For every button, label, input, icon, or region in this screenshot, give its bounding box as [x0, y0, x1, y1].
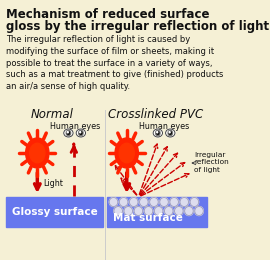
Ellipse shape — [140, 198, 148, 206]
Text: gloss by the irregular reflection of light: gloss by the irregular reflection of lig… — [6, 20, 269, 33]
Ellipse shape — [129, 198, 138, 206]
Ellipse shape — [134, 206, 143, 216]
Text: Human eyes: Human eyes — [139, 122, 189, 131]
Ellipse shape — [190, 198, 199, 206]
Circle shape — [115, 138, 139, 168]
Ellipse shape — [164, 206, 173, 216]
Circle shape — [67, 132, 68, 133]
Text: Mechanism of reduced surface: Mechanism of reduced surface — [6, 8, 210, 21]
Text: Glossy surface: Glossy surface — [12, 207, 97, 217]
Ellipse shape — [124, 206, 133, 216]
Circle shape — [79, 130, 83, 136]
Text: Mat surface: Mat surface — [113, 213, 183, 223]
Circle shape — [168, 130, 173, 136]
Ellipse shape — [109, 198, 118, 206]
Ellipse shape — [76, 129, 86, 137]
Ellipse shape — [160, 198, 168, 206]
Ellipse shape — [64, 129, 73, 137]
Bar — [107, 197, 207, 227]
Ellipse shape — [185, 206, 193, 216]
Circle shape — [26, 138, 49, 168]
Ellipse shape — [154, 206, 163, 216]
Ellipse shape — [114, 206, 123, 216]
Circle shape — [169, 132, 170, 133]
Circle shape — [157, 132, 159, 134]
Text: Irregular
reflection
of light: Irregular reflection of light — [194, 152, 229, 172]
Circle shape — [169, 132, 171, 134]
Ellipse shape — [174, 206, 183, 216]
Ellipse shape — [144, 206, 153, 216]
Text: Normal: Normal — [31, 108, 73, 121]
Ellipse shape — [180, 198, 188, 206]
Ellipse shape — [166, 129, 175, 137]
Circle shape — [80, 132, 82, 134]
Bar — [6, 197, 103, 227]
Circle shape — [66, 130, 70, 136]
Circle shape — [157, 132, 158, 133]
Ellipse shape — [195, 206, 203, 216]
Ellipse shape — [170, 198, 178, 206]
Ellipse shape — [119, 198, 128, 206]
Circle shape — [67, 132, 69, 134]
Circle shape — [30, 143, 45, 163]
Circle shape — [156, 130, 160, 136]
Ellipse shape — [153, 129, 163, 137]
Ellipse shape — [150, 198, 158, 206]
FancyBboxPatch shape — [0, 0, 211, 260]
Text: The irregular reflection of light is caused by
modifying the surface of film or : The irregular reflection of light is cau… — [6, 35, 224, 91]
Text: Light: Light — [43, 179, 63, 187]
Circle shape — [119, 143, 134, 163]
Text: Human eyes: Human eyes — [49, 122, 100, 131]
Circle shape — [80, 132, 81, 133]
Text: Crosslinked PVC: Crosslinked PVC — [108, 108, 203, 121]
